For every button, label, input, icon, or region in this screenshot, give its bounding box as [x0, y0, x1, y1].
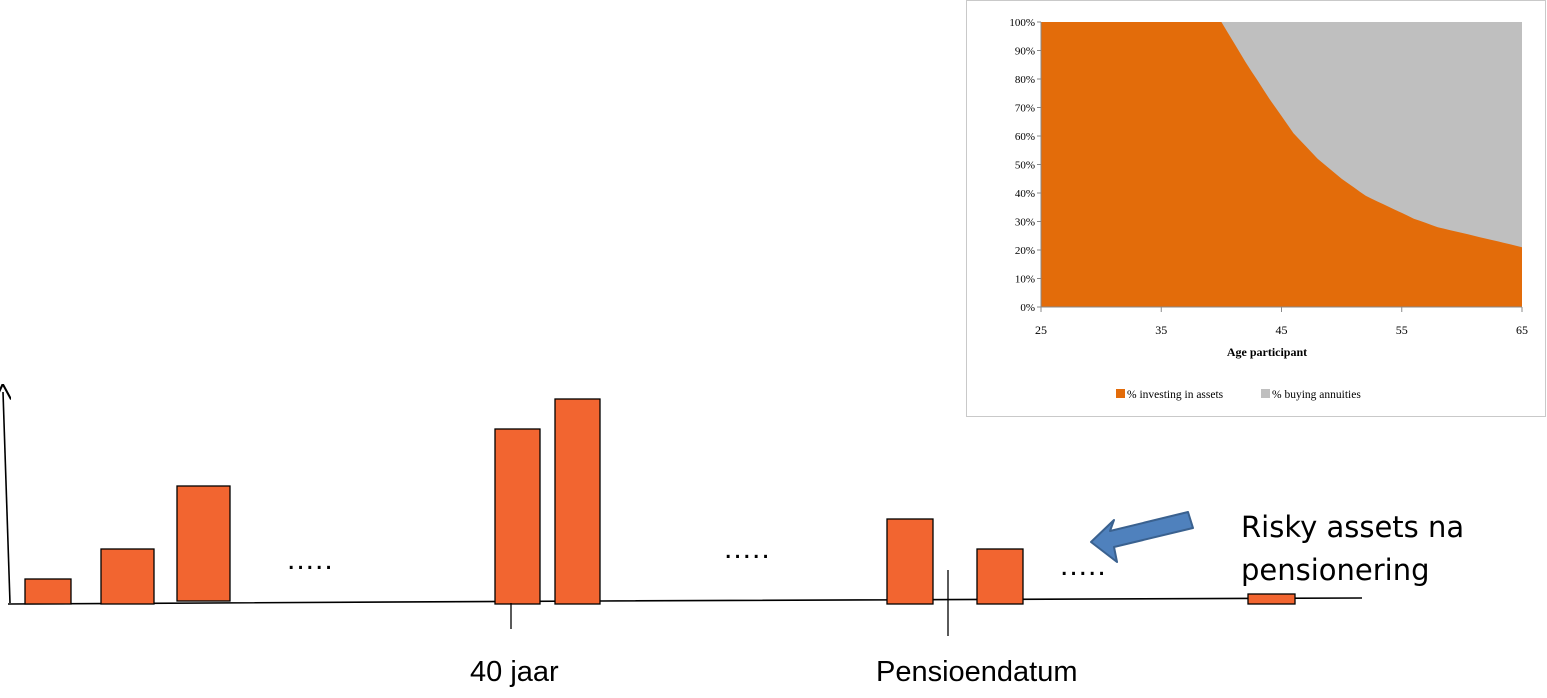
y-tick-label: 50% — [1015, 160, 1035, 172]
timeline-bar — [24, 578, 72, 605]
x-tick-label: 25 — [1035, 323, 1047, 337]
contribution-bars — [24, 398, 1296, 605]
y-tick-label: 20% — [1015, 245, 1035, 257]
callout-text-line2: pensionering — [1241, 553, 1430, 587]
label-pensioendatum: Pensioendatum — [876, 656, 1078, 688]
y-tick-label: 40% — [1015, 188, 1035, 200]
legend: % investing in assets % buying annuities — [1116, 389, 1361, 401]
timeline-bar — [100, 548, 155, 605]
legend-swatch — [1261, 389, 1270, 398]
y-tick-label: 10% — [1015, 274, 1035, 286]
vertical-axis — [3, 392, 10, 604]
y-tick-label: 0% — [1020, 302, 1035, 314]
x-tick-label: 55 — [1396, 323, 1408, 337]
label-40-jaar: 40 jaar — [470, 656, 559, 688]
timeline-bar — [554, 398, 601, 605]
legend-label: % buying annuities — [1272, 389, 1361, 401]
timeline-bar — [494, 428, 541, 605]
ellipsis-3: ..... — [1060, 549, 1107, 582]
timeline-bar — [976, 548, 1024, 605]
allocation-chart: 0% 10% 20% 30% 40% 50% 60% 70% 80% 90% 100% 25 35 45… — [1009, 17, 1528, 401]
y-tick-label: 90% — [1015, 46, 1035, 58]
y-axis-ticks: 0% 10% 20% 30% 40% 50% 60% 70% 80% 90% 100% — [1009, 17, 1041, 314]
timeline-bar — [176, 485, 231, 602]
timeline-bar — [886, 518, 934, 605]
ellipsis-1: ..... — [287, 543, 334, 576]
y-tick-label: 30% — [1015, 217, 1035, 229]
area-investing-in-assets — [1041, 22, 1522, 307]
x-tick-label: 35 — [1155, 323, 1167, 337]
ellipsis-2: ..... — [724, 532, 771, 565]
legend-swatch — [1116, 389, 1125, 398]
plot-area — [1040, 22, 1522, 308]
legend-label: % investing in assets — [1127, 389, 1224, 401]
y-tick-label: 100% — [1009, 17, 1035, 29]
callout-arrow — [1090, 511, 1194, 563]
x-axis-title: Age participant — [1227, 345, 1307, 359]
x-tick-label: 65 — [1516, 323, 1528, 337]
x-axis-ticks: 25 35 45 55 65 — [1035, 307, 1528, 337]
y-tick-label: 70% — [1015, 103, 1035, 115]
allocation-chart-panel: 0% 10% 20% 30% 40% 50% 60% 70% 80% 90% 100% 25 35 45… — [966, 0, 1546, 417]
y-tick-label: 60% — [1015, 131, 1035, 143]
x-tick-label: 45 — [1276, 323, 1288, 337]
callout-text-line1: Risky assets na — [1241, 510, 1464, 544]
timeline-bar — [1247, 593, 1296, 605]
y-tick-label: 80% — [1015, 74, 1035, 86]
